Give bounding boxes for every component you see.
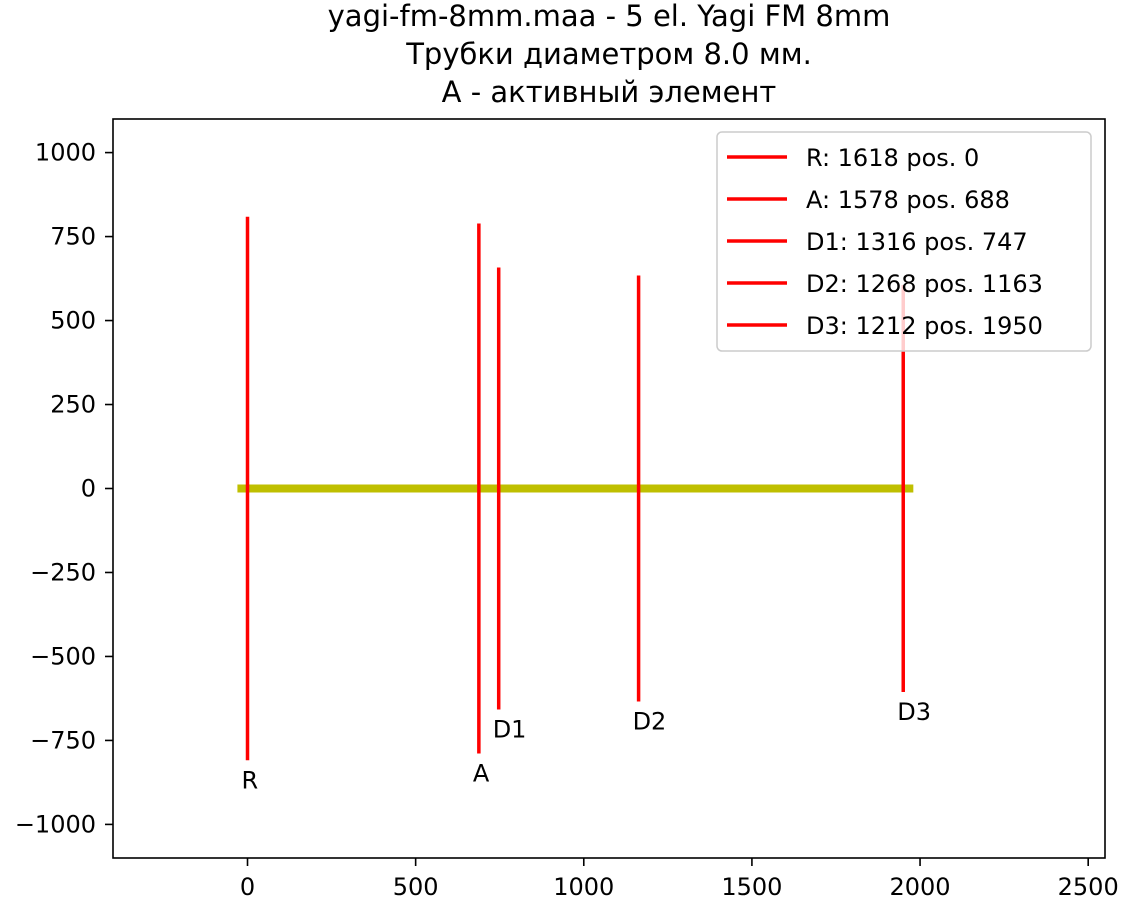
plot-content: R AD1 D2 D3: [237, 216, 931, 794]
x-tick-label: 2000: [890, 873, 951, 901]
element-d2-label: D2: [633, 707, 667, 735]
legend-label-r: R: 1618 pos. 0: [806, 144, 979, 172]
element-d3-label: D3: [897, 698, 931, 726]
y-tick-label: 500: [50, 307, 96, 335]
y-tick-label: 0: [81, 475, 96, 503]
legend: R: 1618 pos. 0 A: 1578 pos. 688 D1: 1316 p…: [716, 131, 1092, 352]
element-d1-label: D1: [493, 716, 527, 744]
y-tick-label: −500: [30, 642, 96, 670]
chart-title: yagi-fm-8mm.maa - 5 el. Yagi FM 8mm Труб…: [328, 0, 891, 109]
title-line-1: yagi-fm-8mm.maa - 5 el. Yagi FM 8mm: [328, 0, 891, 33]
legend-label-d2: D2: 1268 pos. 1163: [806, 270, 1043, 298]
x-tick-label: 500: [393, 873, 439, 901]
element-r-label: R: [242, 766, 259, 794]
y-tick-label: −250: [30, 558, 96, 586]
x-tick-label: 1000: [553, 873, 614, 901]
x-axis: 0 500 1000 1500 2000 2500: [240, 858, 1119, 901]
x-tick-label: 0: [240, 873, 255, 901]
y-tick-label: −1000: [15, 810, 96, 838]
legend-label-d1: D1: 1316 pos. 747: [806, 228, 1028, 256]
x-tick-label: 2500: [1058, 873, 1119, 901]
legend-label-a: A: 1578 pos. 688: [806, 186, 1010, 214]
element-a-label: A: [473, 760, 490, 788]
legend-box: [716, 131, 1092, 352]
y-tick-label: −750: [30, 726, 96, 754]
y-tick-label: 750: [50, 223, 96, 251]
x-tick-label: 1500: [721, 873, 782, 901]
y-tick-label: 1000: [35, 139, 96, 167]
legend-label-d3: D3: 1212 pos. 1950: [806, 312, 1043, 340]
y-axis: 1000 750 500 250 0 −250 −500 −750 −1000: [15, 139, 113, 838]
title-line-2: Трубки диаметром 8.0 мм.: [405, 37, 812, 71]
y-tick-label: 250: [50, 391, 96, 419]
title-line-3: A - активный элемент: [442, 75, 777, 109]
